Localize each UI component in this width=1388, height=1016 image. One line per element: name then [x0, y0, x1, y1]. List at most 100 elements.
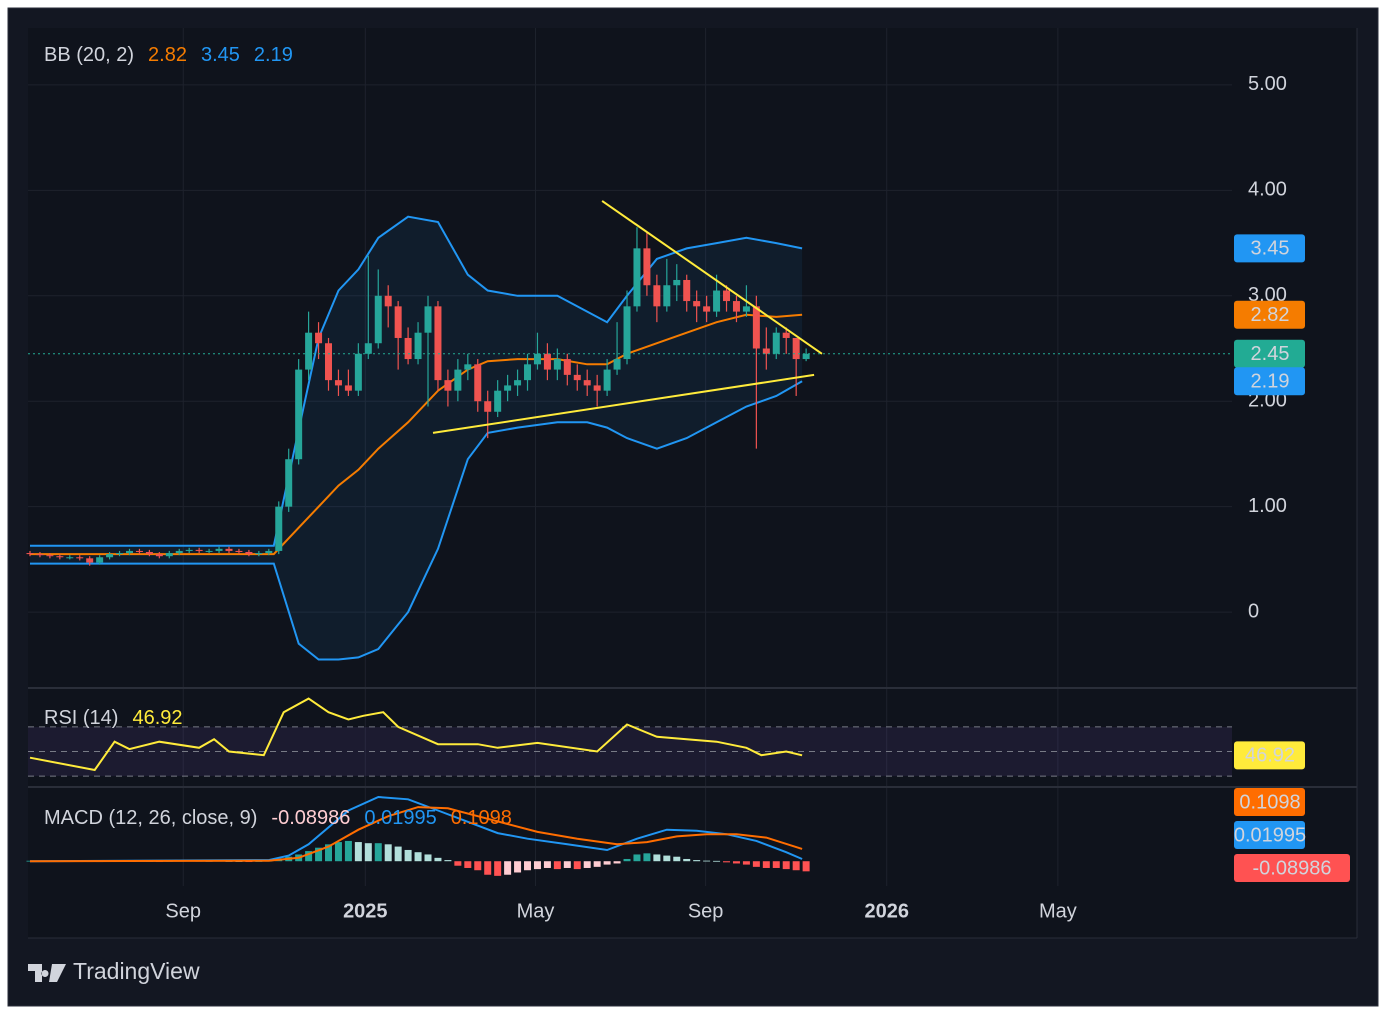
candle-body	[26, 553, 34, 555]
candle-body	[235, 550, 243, 552]
candle-body	[514, 380, 522, 386]
candle-body	[434, 306, 442, 381]
x-tick-label: 2025	[343, 900, 388, 922]
candle-body	[394, 306, 402, 338]
candle-body	[285, 459, 293, 507]
histogram-bar	[693, 860, 701, 862]
candle-body	[96, 557, 104, 563]
labels: Sep 2025 May Sep 2026 May01.002.003.004.005.0…	[44, 44, 1350, 922]
histogram-bar	[374, 843, 382, 862]
price-badge-label: 0.1098	[1239, 791, 1300, 813]
candle-body	[673, 279, 681, 286]
candle-body	[205, 550, 213, 552]
candle-body	[155, 554, 163, 557]
indicator-line	[30, 313, 803, 556]
candle-body	[225, 548, 233, 551]
histogram-bar	[723, 861, 731, 863]
price-badge-label: 46.92	[1245, 745, 1295, 767]
candle-body	[344, 385, 352, 391]
histogram-bar	[573, 861, 581, 870]
candle-body	[683, 279, 691, 302]
candle-body	[583, 380, 591, 386]
candle-body	[255, 553, 263, 555]
histogram-bar	[563, 861, 571, 868]
histogram-bar	[434, 857, 442, 862]
candle-body	[723, 290, 731, 302]
histogram-bar	[643, 853, 651, 862]
histogram-bar	[504, 861, 512, 875]
candle-body	[713, 290, 721, 312]
candle-body	[295, 369, 303, 460]
candle-body	[474, 364, 482, 402]
histogram-bar	[404, 849, 412, 862]
price-badge-label: 2.82	[1251, 304, 1290, 326]
candle-body	[135, 550, 143, 552]
histogram-bar	[792, 861, 800, 871]
candle-body	[334, 380, 342, 386]
price-badge	[1234, 788, 1305, 816]
histogram-bar	[713, 860, 721, 862]
candle-body	[782, 332, 790, 338]
candle-body	[374, 295, 382, 344]
histogram-bar	[364, 843, 372, 862]
indicator-line	[30, 215, 803, 547]
indicator-value: 0.1098	[451, 807, 512, 829]
candle-body	[315, 332, 323, 344]
indicator-value: 3.45	[201, 44, 240, 66]
histogram-bar	[325, 844, 333, 862]
candle-body	[354, 353, 362, 391]
histogram-bar	[424, 854, 432, 862]
candle-body	[195, 549, 203, 551]
price-badge	[1234, 234, 1305, 263]
candle-body	[384, 295, 392, 307]
x-tick-label: May	[517, 900, 555, 922]
histogram-bar	[414, 852, 422, 862]
histogram-bar	[454, 861, 462, 866]
candle-body	[46, 555, 54, 557]
histogram-bar	[484, 861, 492, 875]
histogram-bar	[603, 861, 611, 865]
candle-body	[792, 337, 800, 360]
band-fill	[30, 216, 803, 660]
candle-body	[484, 401, 492, 412]
histogram-bar	[533, 861, 541, 870]
indicator-legend: BB (20, 2) 2.82 3.45 2.19	[44, 44, 293, 66]
candle-body	[106, 554, 114, 558]
x-tick-label: 2026	[864, 900, 909, 922]
candle-body	[125, 550, 133, 554]
histogram-bar	[593, 861, 601, 867]
indicator-legend: RSI (14) 46.92	[44, 707, 183, 729]
histogram-bar	[334, 842, 342, 862]
brand-name: TradingView	[73, 958, 200, 984]
price-badge-label: 3.45	[1251, 238, 1290, 260]
histogram-bar	[553, 861, 561, 870]
candle-body	[305, 332, 313, 370]
candle-body	[245, 551, 253, 555]
candle-body	[454, 369, 462, 391]
price-badge-label: 2.19	[1251, 370, 1290, 392]
histogram-bar	[732, 861, 740, 864]
candle-body	[543, 353, 551, 370]
histogram-bar	[703, 860, 711, 862]
macd-line	[29, 806, 803, 863]
histogram-bar	[663, 855, 671, 862]
candle-body	[533, 353, 541, 365]
histogram-bar	[802, 861, 810, 872]
histogram-bar	[583, 861, 591, 868]
x-tick-label: Sep	[165, 900, 201, 922]
candle-body	[693, 301, 701, 307]
price-badge-label: 0.01995	[1234, 824, 1306, 846]
candle-body	[524, 364, 532, 381]
indicator-name: MACD (12, 26, close, 9)	[44, 807, 257, 829]
candle-body	[36, 554, 44, 556]
candle-body	[613, 359, 621, 370]
histogram-bar	[623, 858, 631, 862]
indicator-value: 0.01995	[364, 807, 436, 829]
histogram-bar	[653, 854, 661, 862]
marks	[26, 200, 1232, 876]
candle-body	[633, 248, 641, 307]
candle-body	[364, 343, 372, 354]
indicator-line	[30, 380, 803, 661]
candle-body	[553, 359, 561, 370]
